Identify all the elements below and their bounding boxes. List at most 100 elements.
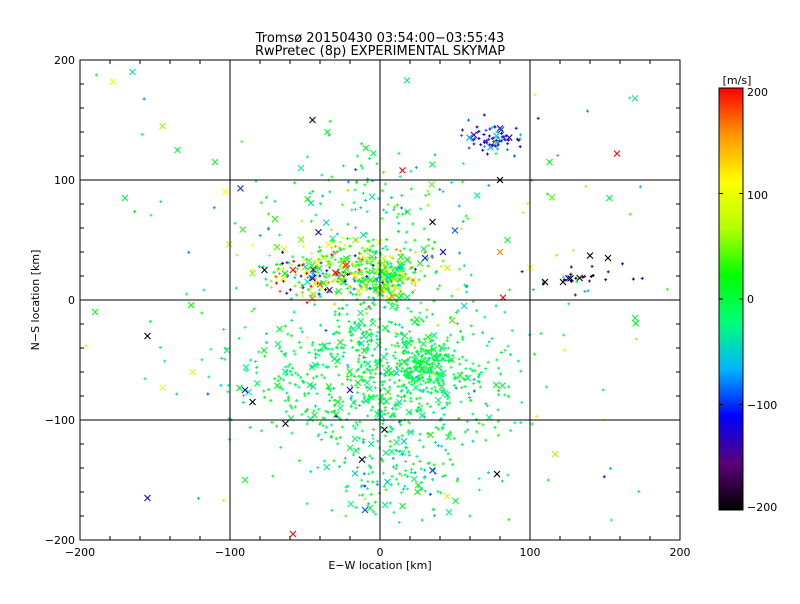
data-point	[362, 192, 365, 195]
data-point	[244, 326, 247, 329]
data-point	[289, 288, 292, 291]
data-point	[390, 344, 393, 347]
data-point	[607, 270, 610, 273]
data-point-marked	[223, 189, 229, 195]
data-point	[397, 222, 400, 225]
data-point	[403, 247, 406, 250]
data-point	[277, 375, 280, 378]
data-point	[519, 133, 522, 136]
data-point	[641, 277, 644, 280]
data-point	[410, 468, 413, 471]
data-point	[421, 519, 424, 522]
data-point	[291, 255, 294, 258]
data-point	[390, 483, 393, 486]
data-point	[356, 386, 359, 389]
data-point	[293, 276, 296, 279]
data-point	[467, 119, 470, 122]
data-point	[235, 287, 238, 290]
data-point-marked	[324, 464, 330, 470]
data-point-marked	[312, 362, 318, 368]
data-point	[149, 320, 152, 323]
data-point	[420, 318, 423, 321]
data-point	[572, 249, 575, 252]
data-point	[348, 320, 351, 323]
data-point	[468, 514, 471, 517]
data-point-marked	[474, 192, 480, 198]
data-point	[265, 332, 268, 335]
data-point	[428, 375, 431, 378]
data-point	[234, 222, 237, 225]
data-point	[346, 273, 349, 276]
data-point	[481, 423, 484, 426]
data-point	[346, 237, 349, 240]
data-point	[501, 480, 504, 483]
data-point	[487, 361, 490, 364]
data-point	[399, 423, 402, 426]
data-point	[374, 513, 377, 516]
data-point-marked	[383, 398, 389, 404]
data-point	[309, 470, 312, 473]
data-point	[468, 146, 471, 149]
data-point	[335, 365, 338, 368]
data-point	[374, 501, 377, 504]
data-point	[381, 189, 384, 192]
data-point	[468, 396, 471, 399]
data-point	[331, 348, 334, 351]
data-point	[384, 488, 387, 491]
data-point	[635, 338, 638, 341]
data-point-marked	[337, 405, 343, 411]
data-point-marked	[577, 275, 583, 281]
data-point	[472, 142, 475, 145]
data-point	[429, 405, 432, 408]
data-point	[359, 303, 362, 306]
data-point-marked	[400, 503, 406, 509]
data-point	[476, 125, 479, 128]
data-point	[354, 506, 357, 509]
data-point	[384, 434, 387, 437]
data-point	[264, 278, 267, 281]
data-point	[349, 379, 352, 382]
data-point	[521, 211, 524, 214]
data-point	[306, 155, 309, 158]
data-point	[346, 313, 349, 316]
data-point	[295, 399, 298, 402]
data-point	[384, 409, 387, 412]
data-point	[338, 465, 341, 468]
data-point	[320, 374, 323, 377]
data-point	[419, 383, 422, 386]
data-point	[408, 356, 411, 359]
data-point	[375, 335, 378, 338]
data-point	[404, 241, 407, 244]
colorbar-tick-label: −100	[747, 399, 777, 412]
data-point	[422, 320, 425, 323]
data-point	[399, 260, 402, 263]
data-point	[477, 364, 480, 367]
data-point	[249, 426, 252, 429]
data-point	[281, 388, 284, 391]
data-point	[344, 515, 347, 518]
data-point	[535, 415, 538, 418]
data-point	[412, 463, 415, 466]
data-point-marked	[335, 399, 341, 405]
data-point	[318, 288, 321, 291]
data-point	[358, 437, 361, 440]
data-point	[313, 303, 316, 306]
colorbar-tick-label: 100	[747, 189, 768, 202]
data-point	[316, 392, 319, 395]
data-point	[376, 440, 379, 443]
data-point	[509, 353, 512, 356]
data-point	[390, 430, 393, 433]
data-point-marked	[370, 150, 376, 156]
data-point	[306, 336, 309, 339]
data-point	[361, 429, 364, 432]
data-point	[503, 311, 506, 314]
data-point-marked	[175, 147, 181, 153]
data-point	[354, 407, 357, 410]
data-point	[472, 333, 475, 336]
data-point	[465, 359, 468, 362]
data-point	[358, 294, 361, 297]
data-point	[355, 369, 358, 372]
data-point	[367, 296, 370, 299]
data-point	[263, 355, 266, 358]
data-point	[308, 351, 311, 354]
